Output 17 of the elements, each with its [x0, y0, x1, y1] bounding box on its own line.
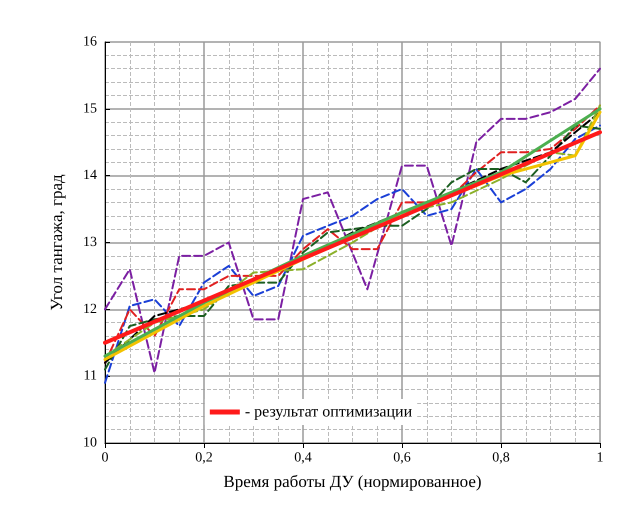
y-tick-label: 14 — [83, 168, 97, 184]
x-tick-label: 0,4 — [294, 450, 312, 466]
line-series — [104, 68, 601, 374]
x-tick-label: 0,8 — [492, 450, 510, 466]
y-tick-label: 13 — [83, 235, 97, 250]
x-tick-label: 0,2 — [195, 450, 213, 466]
x-tick-label: 1 — [596, 450, 604, 466]
y-axis-title: Угол тангажа, град — [47, 174, 66, 311]
y-tick-label: 11 — [84, 368, 97, 384]
legend-label: - результат оптимизации — [244, 404, 413, 420]
y-tick-label: 16 — [83, 34, 97, 50]
y-tick-label: 12 — [83, 302, 97, 317]
x-tick-label: 0,6 — [393, 450, 411, 466]
y-tick-label: 10 — [83, 436, 97, 450]
x-tick-label: 0 — [102, 450, 108, 466]
x-axis-title: Время работы ДУ (нормированное) — [223, 472, 482, 491]
y-tick-label: 15 — [83, 101, 97, 116]
